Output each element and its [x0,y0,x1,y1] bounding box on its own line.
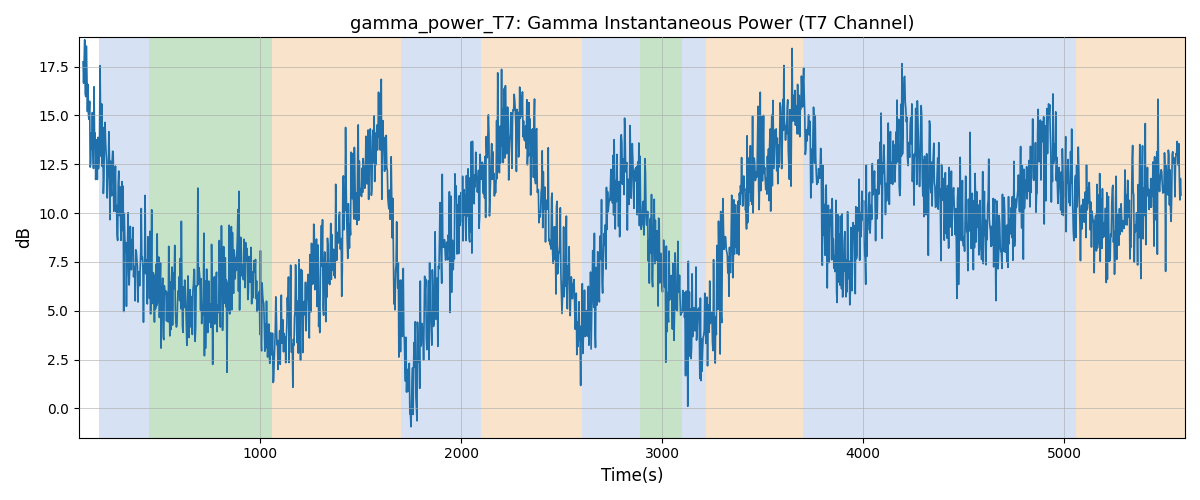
Bar [150,38,272,438]
Bar [803,38,1014,438]
Bar [100,38,150,438]
Bar [707,38,803,438]
Title: gamma_power_T7: Gamma Instantaneous Power (T7 Channel): gamma_power_T7: Gamma Instantaneous Powe… [349,15,914,34]
Bar [272,38,401,438]
Bar [1076,38,1184,438]
Bar [401,38,481,438]
Bar [640,38,683,438]
Bar [582,38,640,438]
Bar [683,38,707,438]
Bar [481,38,582,438]
Bar [1014,38,1076,438]
X-axis label: Time(s): Time(s) [601,467,664,485]
Y-axis label: dB: dB [14,226,32,248]
